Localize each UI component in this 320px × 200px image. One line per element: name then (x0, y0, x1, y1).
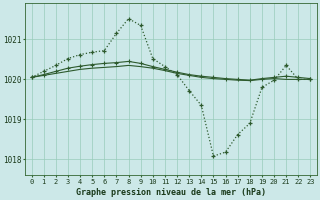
X-axis label: Graphe pression niveau de la mer (hPa): Graphe pression niveau de la mer (hPa) (76, 188, 266, 197)
